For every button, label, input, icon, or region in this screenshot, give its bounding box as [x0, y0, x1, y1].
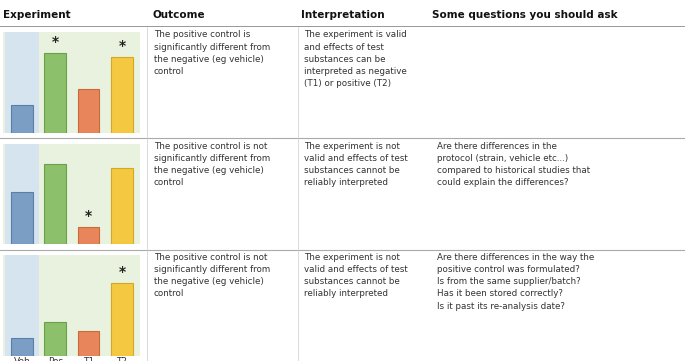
Text: Are there differences in the
protocol (strain, vehicle etc...)
compared to histo: Are there differences in the protocol (s…: [436, 142, 590, 187]
Bar: [78, 331, 99, 356]
Text: The positive control is not
significantly different from
the negative (eg vehicl: The positive control is not significantl…: [153, 253, 270, 299]
Bar: [111, 57, 133, 133]
Text: Interpretation: Interpretation: [301, 10, 385, 20]
Text: The experiment is not
valid and effects of test
substances cannot be
reliably in: The experiment is not valid and effects …: [304, 253, 408, 299]
Bar: [11, 192, 33, 244]
Bar: [45, 53, 66, 133]
Text: *: *: [51, 35, 59, 49]
Bar: [11, 338, 33, 356]
Text: Some questions you should ask: Some questions you should ask: [432, 10, 617, 20]
Text: *: *: [85, 209, 92, 223]
Bar: [111, 283, 133, 356]
Text: Are there differences in the way the
positive control was formulated?
Is from th: Are there differences in the way the pos…: [436, 253, 594, 310]
Text: *: *: [119, 39, 125, 53]
Text: The experiment is not
valid and effects of test
substances cannot be
reliably in: The experiment is not valid and effects …: [304, 142, 408, 187]
Text: The positive control is not
significantly different from
the negative (eg vehicl: The positive control is not significantl…: [153, 142, 270, 187]
Bar: [111, 168, 133, 244]
Text: *: *: [119, 265, 125, 279]
Bar: [45, 164, 66, 244]
Bar: [11, 105, 33, 133]
Bar: [45, 322, 66, 356]
Bar: [78, 227, 99, 244]
Text: The experiment is valid
and effects of test
substances can be
interpreted as neg: The experiment is valid and effects of t…: [304, 30, 407, 88]
Text: The positive control is
significantly different from
the negative (eg vehicle)
c: The positive control is significantly di…: [153, 30, 270, 76]
Bar: [5, 144, 38, 244]
Text: Outcome: Outcome: [152, 10, 205, 20]
Bar: [78, 89, 99, 133]
Bar: [5, 255, 38, 356]
Text: Experiment: Experiment: [3, 10, 71, 20]
Bar: [5, 32, 38, 133]
